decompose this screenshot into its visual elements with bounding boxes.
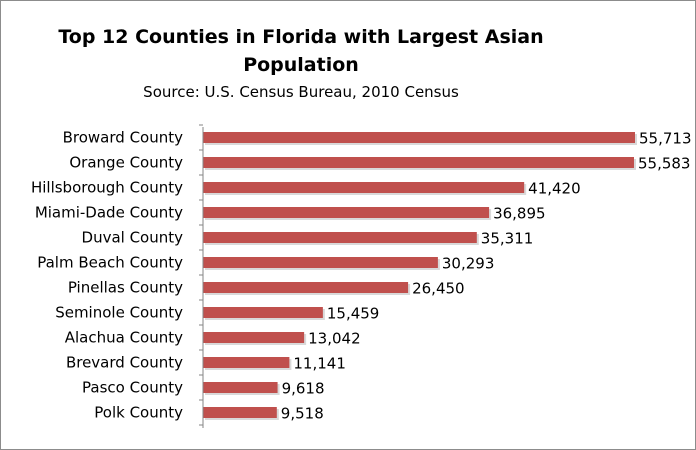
category-label: Seminole County: [55, 304, 183, 322]
value-label: 9,518: [281, 405, 324, 423]
bar-duval-county: [203, 232, 477, 243]
category-label: Palm Beach County: [37, 254, 183, 272]
bar-pasco-county: [203, 382, 278, 393]
bar-pinellas-county: [203, 282, 409, 293]
category-label: Pasco County: [82, 379, 183, 397]
value-label: 11,141: [293, 355, 346, 373]
bar-alachua-county: [203, 332, 305, 343]
chart-subtitle: Source: U.S. Census Bureau, 2010 Census: [143, 83, 459, 101]
bar-hillsborough-county: [203, 182, 525, 193]
value-label: 30,293: [442, 255, 495, 273]
value-label: 9,618: [282, 380, 325, 398]
bar-broward-county: [203, 132, 635, 143]
bar-palm-beach-county: [203, 257, 438, 268]
category-label: Broward County: [63, 129, 184, 147]
value-label: 26,450: [412, 280, 465, 298]
category-label: Alachua County: [65, 329, 183, 347]
value-label: 15,459: [327, 305, 380, 323]
value-label: 41,420: [528, 180, 581, 198]
value-label: 55,583: [638, 155, 691, 173]
category-label: Miami-Dade County: [35, 204, 183, 222]
category-label: Hillsborough County: [31, 179, 183, 197]
category-label: Brevard County: [66, 354, 183, 372]
bar-polk-county: [203, 407, 277, 418]
category-label: Pinellas County: [68, 279, 183, 297]
category-label: Orange County: [69, 154, 183, 172]
value-label: 36,895: [493, 205, 545, 223]
category-label: Duval County: [82, 229, 184, 247]
value-label: 13,042: [308, 330, 361, 348]
value-label: 55,713: [639, 130, 692, 148]
bar-seminole-county: [203, 307, 323, 318]
value-label: 35,311: [481, 230, 534, 248]
category-label: Polk County: [94, 404, 183, 422]
chart-title: Top 12 Counties in Florida with Largest …: [58, 26, 544, 76]
bar-orange-county: [203, 157, 634, 168]
bar-brevard-county: [203, 357, 290, 368]
bar-miami-dade-county: [203, 207, 490, 218]
